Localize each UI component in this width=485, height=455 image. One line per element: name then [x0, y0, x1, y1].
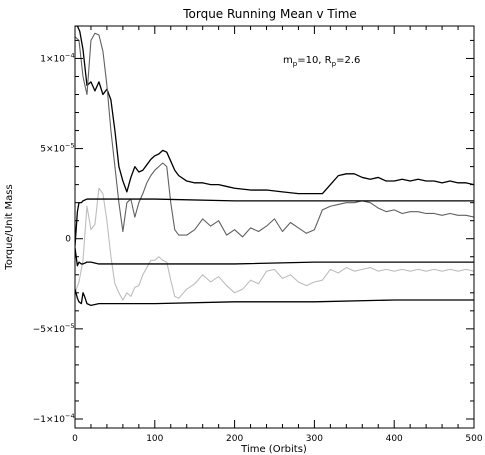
series-line-2 [75, 32, 474, 238]
y-tick-exponent: −5 [65, 322, 75, 330]
y-tick-mantissa: 0 [65, 235, 71, 245]
y-tick-exponent: −5 [65, 142, 75, 150]
series-line-4 [75, 198, 474, 246]
annotation-r-subscript: p [332, 60, 337, 68]
planet-parameters-annotation: mp=10, Rp=2.6 [283, 55, 360, 68]
series-line-6 [75, 289, 474, 307]
x-tick-label: 100 [146, 434, 163, 444]
data-series-group [75, 26, 474, 307]
annotation-m-value: =10, R [297, 55, 331, 66]
y-tick-mantissa: −5×10 [33, 325, 66, 335]
series-line-1 [75, 26, 474, 195]
x-axis-label: Time (Orbits) [240, 444, 307, 455]
y-tick-label: 5×10 [40, 145, 65, 155]
y-tick-mantissa: 5×10 [40, 145, 65, 155]
y-tick-exponent: −4 [65, 412, 75, 420]
y-tick-label: 1×10 [40, 54, 65, 64]
y-tick-mantissa: 1×10 [40, 54, 65, 64]
series-line-3 [75, 187, 474, 301]
annotation-m-subscript: p [293, 60, 298, 68]
y-axis-label: Torque/Unit Mass [4, 184, 15, 270]
annotation-r-value: =2.6 [336, 55, 360, 66]
x-tick-label: 400 [386, 434, 403, 444]
y-tick-mantissa: −1×10 [33, 415, 66, 425]
series-line-5 [75, 247, 474, 267]
y-tick-label: −5×10 [33, 325, 66, 335]
x-tick-label: 300 [306, 434, 323, 444]
y-tick-label: −1×10 [33, 415, 66, 425]
annotation-m-label: m [283, 55, 293, 66]
x-tick-label: 500 [465, 434, 482, 444]
chart-title: Torque Running Mean v Time [182, 7, 357, 21]
x-tick-label: 0 [72, 434, 78, 444]
x-tick-label: 200 [226, 434, 243, 444]
plot-frame [74, 25, 475, 429]
y-tick-exponent: −4 [65, 51, 75, 59]
y-tick-label: 0 [65, 235, 71, 245]
